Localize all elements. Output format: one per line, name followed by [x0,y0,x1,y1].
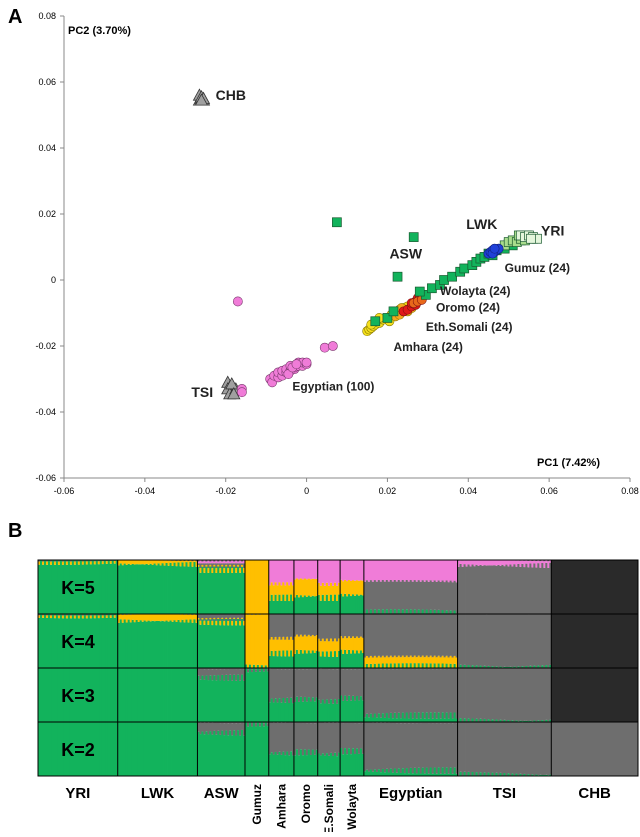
annotation-label: CHB [216,87,246,103]
point-egyptian [233,297,242,306]
x-axis-label: PC1 (7.42%) [537,457,600,469]
series-chb [193,89,209,105]
annotation-label: Wolayta (24) [440,284,510,298]
annotation-label: Amhara (24) [393,340,462,354]
point-asw [415,287,424,296]
annotation-label: Gumuz (24) [505,261,570,275]
admixture-panel: B K=5 K=4 K=3 K=2 YRI LWK ASW Gumuz Amhara Oromo E… [0,520,640,832]
y-axis-label: PC2 (3.70%) [68,25,131,37]
series-lwk [484,244,503,258]
x-tick-label: -0.04 [135,486,156,496]
population-label: Wolayta [345,784,359,830]
annotation-label: Eth.Somali (24) [426,320,513,334]
population-label: ASW [204,785,240,802]
point-asw [332,218,341,227]
admixture-bar-chart: K=5 K=4 K=3 K=2 YRI LWK ASW Gumuz Amhara Oromo E.S… [0,520,640,832]
annotation-label: Egyptian (100) [292,380,374,394]
row-label: K=4 [61,632,95,652]
row-label: K=5 [61,578,95,598]
point-lwk [490,244,499,253]
point-egyptian [320,343,329,352]
point-egyptian [328,341,337,350]
row-label: K=2 [61,740,95,760]
population-label: Amhara [274,784,288,829]
y-tick-label: 0.06 [38,77,56,87]
admix-row [38,560,638,614]
point-asw [389,307,398,316]
population-label: CHB [578,785,611,802]
annotation-label: Oromo (24) [436,300,500,314]
y-tick-label: -0.02 [35,341,56,351]
point-asw [448,272,457,281]
row-label: K=3 [61,686,95,706]
point-egyptian [302,358,311,367]
annotation-label: TSI [191,384,213,400]
point-asw [427,284,436,293]
y-tick-label: -0.06 [35,473,56,483]
admix-row [38,722,638,776]
point-asw [393,272,402,281]
y-tick-label: -0.04 [35,407,56,417]
x-tick-label: -0.06 [54,486,75,496]
population-label: Gumuz [250,784,264,825]
annotation-label: LWK [466,216,497,232]
population-label: E.Somali [322,784,336,832]
x-tick-label: 0 [304,486,309,496]
series-asw [332,218,533,326]
population-label: Oromo [299,784,313,823]
y-tick-label: 0.02 [38,209,56,219]
x-tick-label: -0.02 [215,486,236,496]
annotation-label: YRI [541,222,564,238]
x-tick-label: 0.02 [379,486,397,496]
y-tick-label: 0 [51,275,56,285]
point-asw [409,233,418,242]
pca-scatter-chart: -0.06 -0.04 -0.02 0 0.02 0.04 0.06 0.08 -0.06 -0.… [0,0,640,500]
point-asw [371,317,380,326]
population-label: Egyptian [379,785,442,802]
x-tick-label: 0.04 [460,486,478,496]
admix-row [38,614,638,668]
y-tick-label: 0.08 [38,11,56,21]
point-asw [460,264,469,273]
point-egyptian [292,360,301,369]
annotation-label: ASW [389,246,422,262]
point-egyptian [237,388,246,397]
x-tick-label: 0.08 [621,486,639,496]
point-yri [526,234,535,243]
population-label: LWK [141,785,174,802]
x-tick-label: 0.06 [540,486,558,496]
admix-row [38,668,638,722]
y-tick-label: 0.04 [38,143,56,153]
population-label: TSI [493,785,516,802]
population-label: YRI [65,785,90,802]
panel-a-label: A [8,6,22,29]
panel-b-label: B [8,520,22,543]
series-yri [516,231,541,243]
